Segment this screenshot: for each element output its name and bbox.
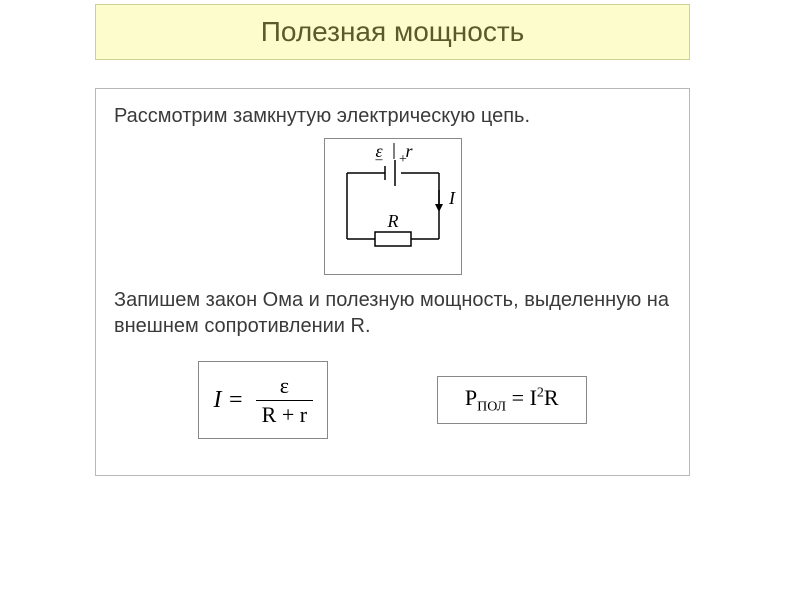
circuit-svg: –+εrIR xyxy=(325,139,461,269)
formula1-num: ε xyxy=(274,373,295,400)
formula2-sub: ПОЛ xyxy=(477,399,506,414)
formula2-eq: = I xyxy=(506,385,537,410)
svg-text:R: R xyxy=(386,211,398,231)
equals-1: = xyxy=(221,387,249,414)
svg-text:r: r xyxy=(405,141,413,161)
formula2-tail: R xyxy=(544,385,559,410)
formula1-fraction: ε R + r xyxy=(256,373,313,428)
content-box: Рассмотрим замкнутую электрическую цепь.… xyxy=(95,88,690,476)
formula1-den: R + r xyxy=(256,400,313,428)
ohms-law-formula: I = ε R + r xyxy=(198,361,328,439)
slide-title: Полезная мощность xyxy=(261,16,525,48)
title-bar: Полезная мощность xyxy=(95,4,690,60)
intro-line: Рассмотрим замкнутую электрическую цепь. xyxy=(114,103,671,130)
formula1-lhs: I xyxy=(213,387,221,414)
second-line: Запишем закон Ома и полезную мощность, в… xyxy=(114,287,671,339)
svg-text:I: I xyxy=(448,188,456,208)
formula2-sup: 2 xyxy=(537,385,544,400)
circuit-wrap: –+εrIR xyxy=(114,138,671,275)
power-formula: PПОЛ = I2R xyxy=(437,376,587,424)
formula2-P: P xyxy=(465,385,477,410)
formula-row: I = ε R + r PПОЛ = I2R xyxy=(114,361,671,439)
circuit-diagram: –+εrIR xyxy=(324,138,462,275)
svg-text:ε: ε xyxy=(375,141,383,161)
formula2-text: PПОЛ = I2R xyxy=(465,385,559,415)
